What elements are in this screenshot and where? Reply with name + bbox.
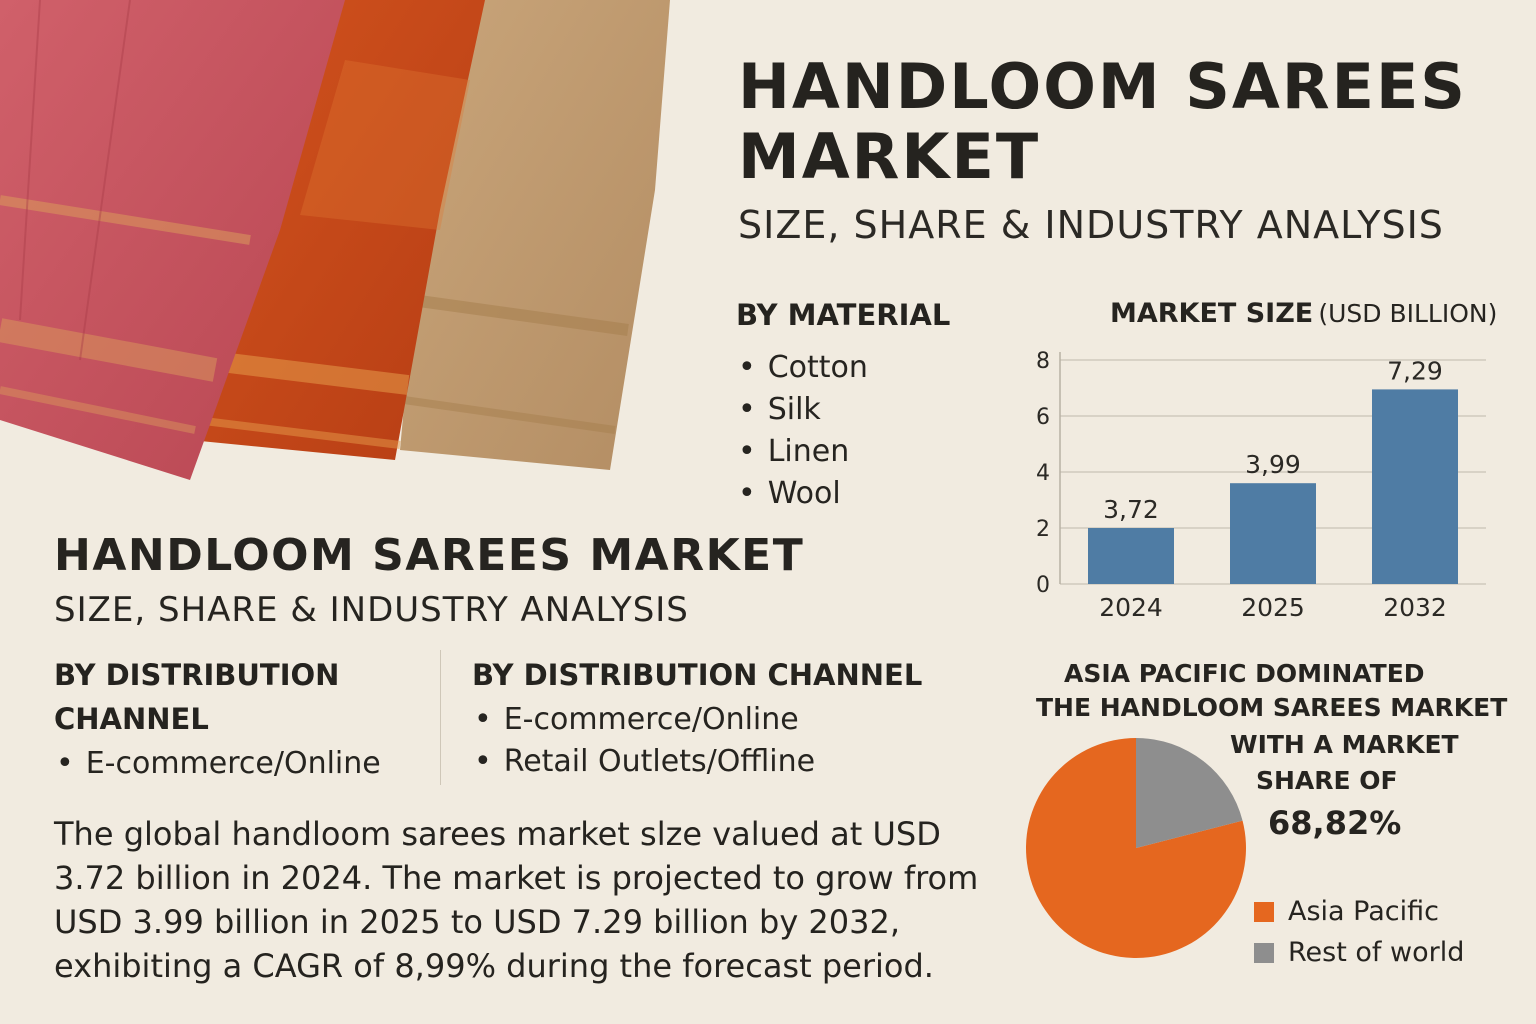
material-item: Linen bbox=[738, 431, 868, 473]
bar-data-label: 3,72 bbox=[1103, 495, 1159, 524]
pie-headline-line4: SHARE OF bbox=[1256, 766, 1398, 795]
y-tick-label: 8 bbox=[1036, 349, 1050, 374]
bar-chart-title: MARKET SIZE (USD BILLION) bbox=[1110, 298, 1497, 329]
market-size-bar-chart: 0 2 4 6 8 3,72 2024 3,99 2025 7,29 2032 bbox=[1036, 349, 1486, 622]
secondary-subtitle: SIZE, SHARE & INDUSTRY ANALYSIS bbox=[54, 590, 689, 630]
legend-swatch bbox=[1254, 901, 1274, 922]
saree-fabric-illustration bbox=[0, 0, 670, 480]
distribution-item: Retail Outlets/Offline bbox=[474, 741, 815, 783]
bar-chart-title-unit: (USD BILLION) bbox=[1318, 299, 1498, 328]
bar bbox=[1372, 389, 1458, 584]
bar bbox=[1230, 483, 1316, 584]
distribution-left-list: E-commerce/Online bbox=[56, 743, 381, 785]
distribution-right-title: BY DISTRIBUTION CHANNEL bbox=[472, 658, 923, 692]
bar bbox=[1088, 528, 1174, 584]
bar-data-label: 7,29 bbox=[1387, 356, 1443, 385]
distribution-left-title-line1: BY DISTRIBUTION bbox=[54, 658, 340, 692]
legend-item-asia-pacific: Asia Pacific bbox=[1254, 896, 1464, 927]
legend-item-rest-of-world: Rest of world bbox=[1254, 937, 1464, 968]
page-subtitle: SIZE, SHARE & INDUSTRY ANALYSIS bbox=[738, 203, 1444, 247]
pie-headline-line2: THE HANDLOOM SAREES MARKET bbox=[1036, 693, 1508, 722]
pie-slice bbox=[1136, 738, 1243, 848]
material-section-title: BY MATERIAL bbox=[736, 298, 951, 332]
material-item: Silk bbox=[738, 389, 868, 431]
x-tick-label: 2025 bbox=[1241, 593, 1305, 622]
y-tick-label: 6 bbox=[1036, 405, 1050, 430]
pie-headline-line1: ASIA PACIFIC DOMINATED bbox=[1064, 659, 1425, 688]
legend-swatch bbox=[1254, 942, 1274, 963]
y-tick-label: 2 bbox=[1036, 517, 1050, 542]
x-tick-label: 2032 bbox=[1383, 593, 1447, 622]
material-item: Wool bbox=[738, 473, 868, 515]
market-share-pie-chart bbox=[1026, 738, 1246, 958]
material-item: Cotton bbox=[738, 347, 868, 389]
distribution-right-list: E-commerce/Online Retail Outlets/Offline bbox=[474, 699, 815, 783]
distribution-left-title-line2: CHANNEL bbox=[54, 702, 209, 736]
bar-data-label: 3,99 bbox=[1245, 450, 1301, 479]
page-title: HANDLOOM SAREES MARKET bbox=[738, 50, 1467, 193]
material-list: Cotton Silk Linen Wool bbox=[738, 347, 868, 515]
secondary-title: HANDLOOM SAREES MARKET bbox=[54, 530, 805, 581]
distribution-item: E-commerce/Online bbox=[56, 743, 381, 785]
legend-label: Rest of world bbox=[1288, 937, 1465, 968]
pie-headline-line3: WITH A MARKET bbox=[1230, 730, 1459, 759]
distribution-item: E-commerce/Online bbox=[474, 699, 815, 741]
y-tick-label: 0 bbox=[1036, 573, 1050, 598]
pie-legend: Asia Pacific Rest of world bbox=[1254, 896, 1464, 968]
market-summary: The global handloom sarees market slze v… bbox=[54, 815, 979, 985]
bar-chart-title-text: MARKET SIZE bbox=[1110, 298, 1314, 329]
legend-label: Asia Pacific bbox=[1288, 896, 1439, 927]
market-share-value: 68,82% bbox=[1268, 804, 1402, 842]
column-divider bbox=[440, 650, 441, 785]
y-tick-label: 4 bbox=[1036, 461, 1050, 486]
x-tick-label: 2024 bbox=[1099, 593, 1163, 622]
